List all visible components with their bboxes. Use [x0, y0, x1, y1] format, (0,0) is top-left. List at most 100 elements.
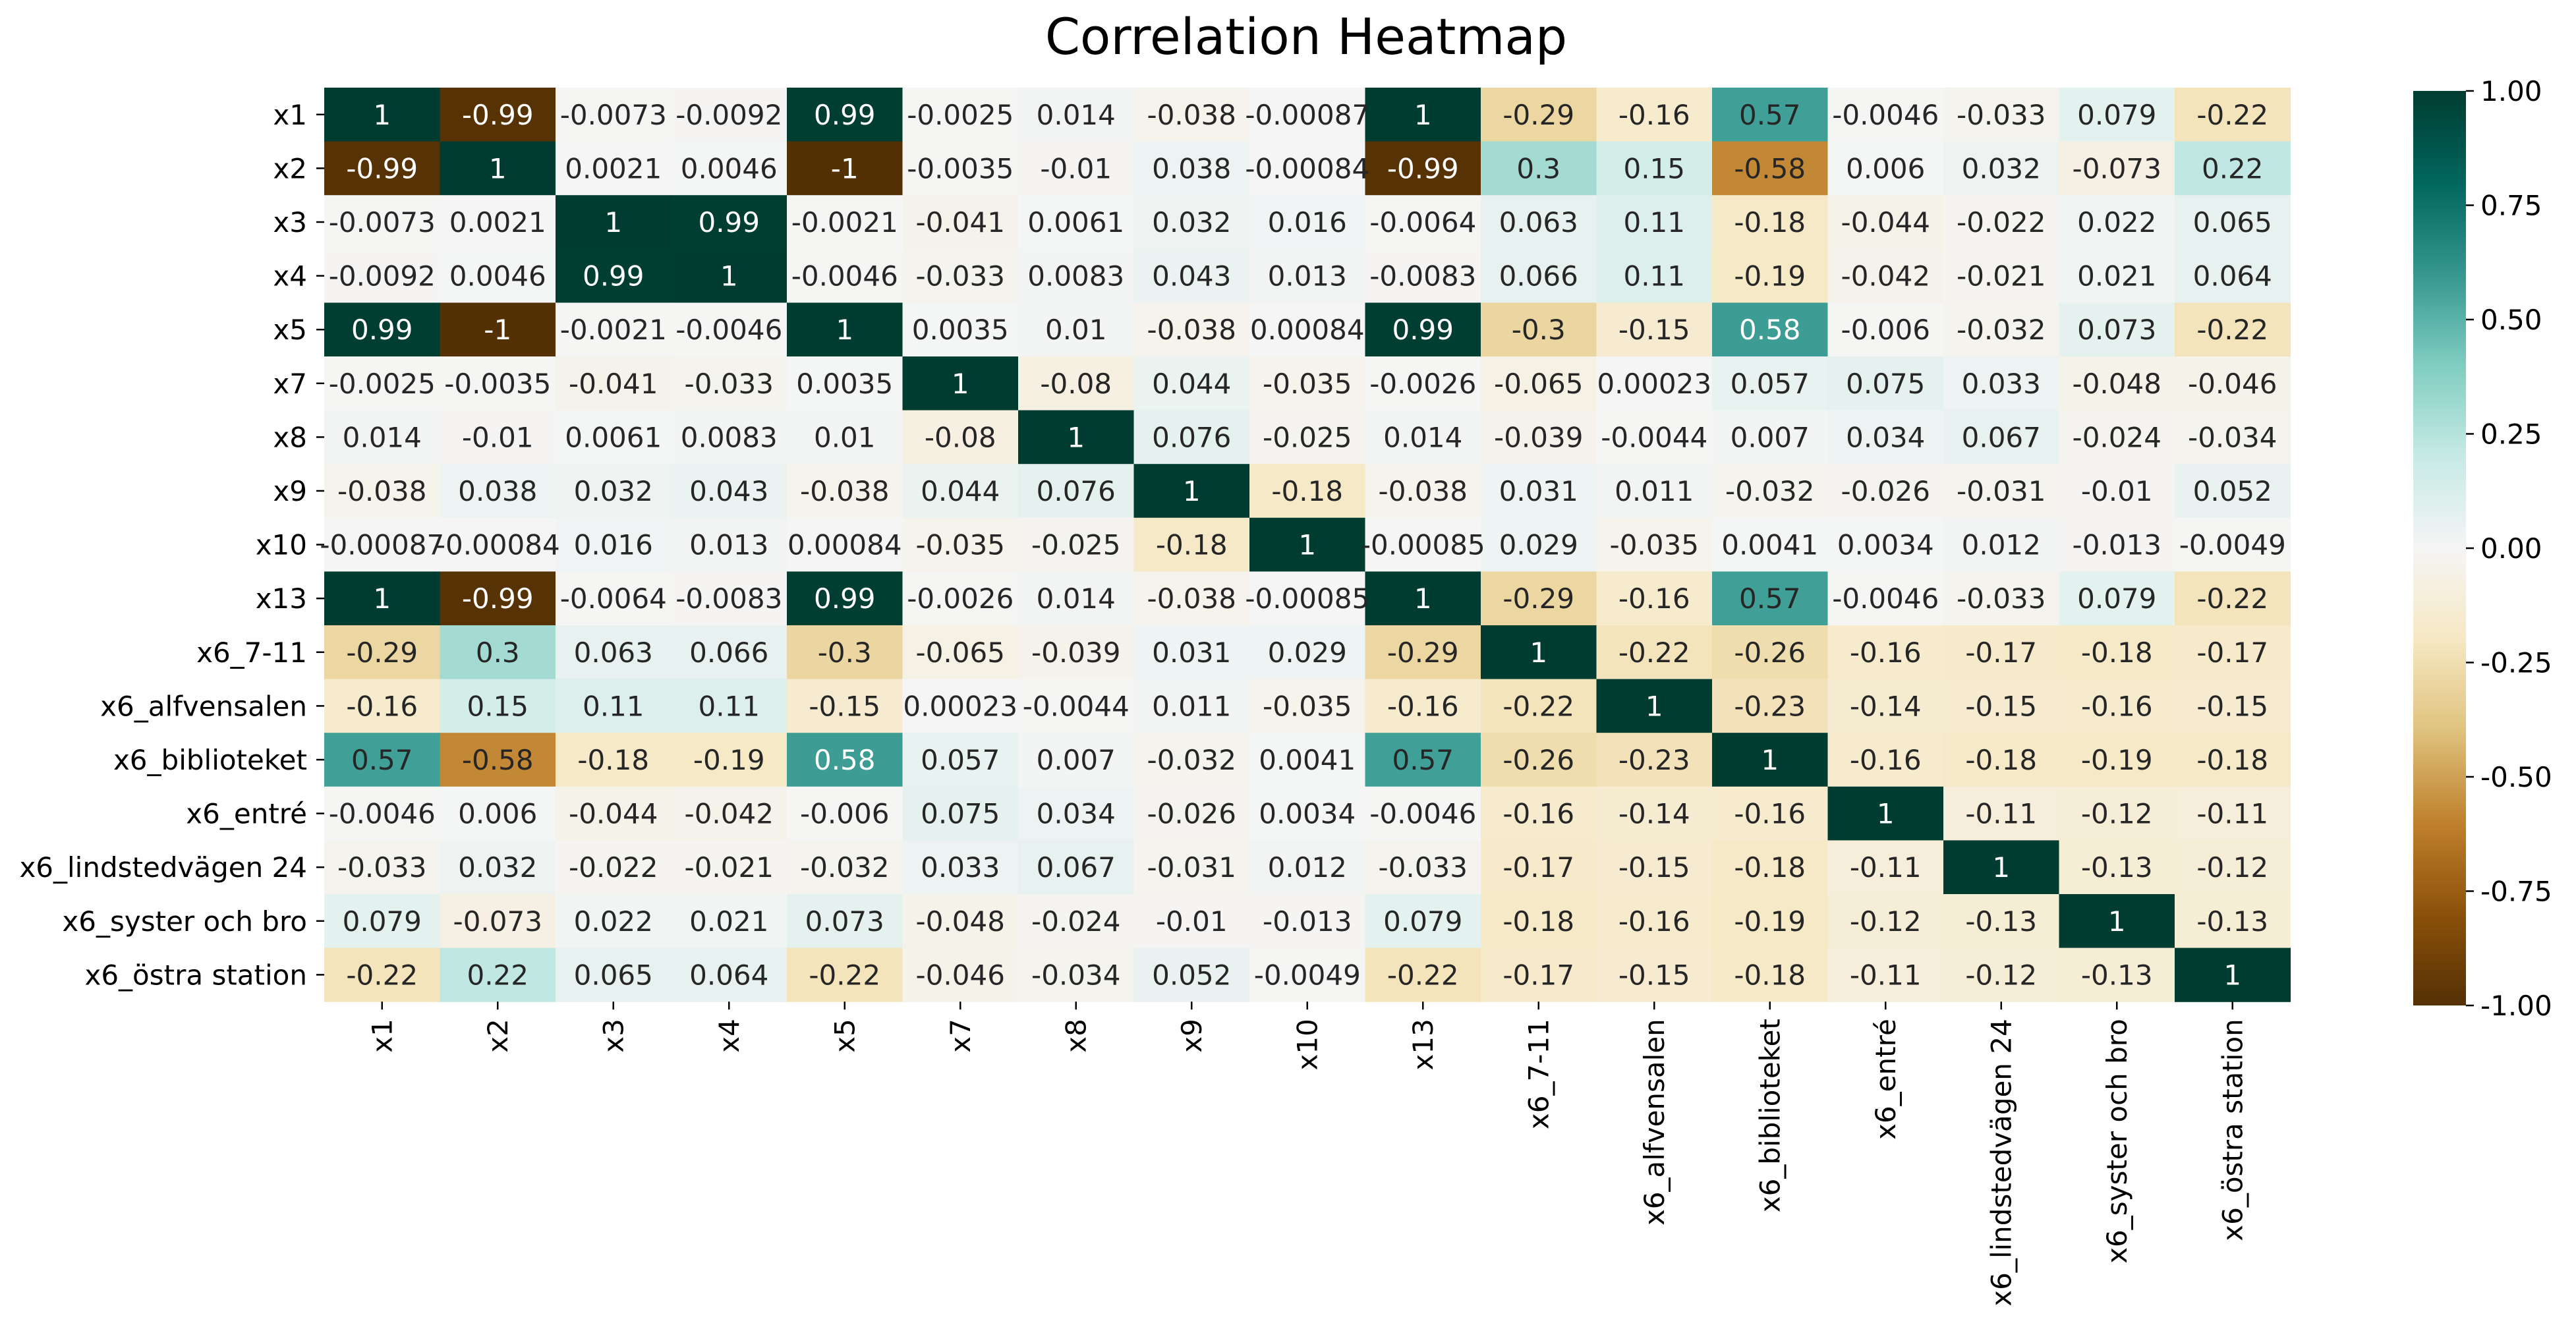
- heatmap-cell-label-r13-c16: -0.11: [2196, 798, 2268, 830]
- heatmap-cell-label-r9-c6: 0.014: [1037, 582, 1116, 615]
- heatmap-cell-label-r9-c0: 1: [373, 582, 391, 615]
- heatmap-cell-label-r4-c0: 0.99: [351, 314, 413, 346]
- heatmap-cell-label-r2-c16: 0.065: [2193, 206, 2272, 239]
- heatmap-cell-r13-c5: [902, 786, 1019, 841]
- heatmap-cell-label-r12-c12: 1: [1761, 744, 1779, 776]
- heatmap-cell-label-r4-c4: 1: [836, 314, 853, 346]
- heatmap-cell-r9-c2: [556, 571, 672, 626]
- heatmap-cell-r10-c14: [1943, 625, 2060, 680]
- heatmap-cell-r0-c14: [1943, 88, 2060, 142]
- heatmap-cell-r5-c2: [556, 356, 672, 411]
- heatmap-cell-r1-c9: [1365, 141, 1481, 196]
- heatmap-cell-label-r7-c14: -0.031: [1957, 475, 2046, 507]
- heatmap-cell-r13-c6: [1018, 786, 1135, 841]
- heatmap-cell-label-r16-c5: -0.046: [916, 959, 1005, 991]
- heatmap-cell-r16-c1: [440, 947, 556, 1002]
- heatmap-cell-label-r6-c1: -0.01: [462, 421, 534, 453]
- heatmap-cell-r9-c9: [1365, 571, 1481, 626]
- heatmap-cell-r0-c6: [1018, 88, 1135, 142]
- heatmap-cell-label-r0-c10: -0.29: [1503, 99, 1574, 131]
- heatmap-cell-r10-c9: [1365, 625, 1481, 680]
- heatmap-cell-r3-c15: [2059, 248, 2175, 303]
- heatmap-cell-r7-c14: [1943, 464, 2060, 519]
- heatmap-cell-labels: 1 -0.99 -0.0073 -0.0092 0.99 -0.0025 0.014 -0.0…: [320, 99, 2285, 992]
- heatmap-cell-r5-c11: [1596, 356, 1713, 411]
- heatmap-cell-label-r11-c6: -0.0044: [1023, 690, 1130, 722]
- heatmap-cell-label-r7-c3: 0.043: [689, 475, 768, 507]
- heatmap-cell-r5-c13: [1827, 356, 1944, 411]
- heatmap-cell-r16-c3: [671, 947, 787, 1002]
- heatmap-cell-r2-c5: [902, 195, 1019, 250]
- heatmap-cell-r15-c3: [671, 894, 787, 949]
- heatmap-cell-label-r11-c7: 0.011: [1152, 690, 1231, 722]
- heatmap-cell-label-r15-c14: -0.13: [1965, 905, 2037, 938]
- heatmap-cell-r11-c10: [1481, 679, 1597, 733]
- heatmap-cell-label-r6-c11: -0.0044: [1601, 421, 1707, 453]
- heatmap-cell-label-r2-c6: 0.0061: [1027, 206, 1124, 239]
- heatmap-cell-label-r7-c4: -0.038: [800, 475, 889, 507]
- heatmap-cell-r12-c10: [1481, 733, 1597, 787]
- heatmap-cell-label-r13-c0: -0.0046: [329, 798, 436, 830]
- heatmap-cell-label-r3-c5: -0.033: [916, 260, 1005, 293]
- heatmap-cell-r9-c11: [1596, 571, 1713, 626]
- heatmap-cell-label-r15-c4: 0.073: [805, 905, 884, 938]
- heatmap-cell-r13-c14: [1943, 786, 2060, 841]
- colorbar-tick-label-1: -0.75: [2480, 876, 2552, 908]
- heatmap-cell-r5-c4: [787, 356, 903, 411]
- colorbar-tick-label-2: -0.50: [2480, 761, 2552, 793]
- heatmap-cell-label-r11-c0: -0.16: [346, 690, 418, 722]
- heatmap-cell-label-r16-c13: -0.11: [1850, 959, 1922, 991]
- heatmap-cell-r2-c3: [671, 195, 787, 250]
- heatmap-cell-label-r1-c3: 0.0046: [681, 152, 778, 184]
- heatmap-cell-label-r0-c3: -0.0092: [675, 99, 782, 131]
- heatmap-cell-label-r12-c2: -0.18: [577, 744, 649, 776]
- heatmap-cell-r14-c11: [1596, 840, 1713, 895]
- heatmap-cell-r13-c2: [556, 786, 672, 841]
- colorbar-tick-label-0: -1.00: [2480, 990, 2552, 1022]
- heatmap-cell-label-r1-c1: 1: [489, 152, 507, 184]
- heatmap-cell-r2-c9: [1365, 195, 1481, 250]
- heatmap-cell-r4-c9: [1365, 302, 1481, 357]
- heatmap-cell-label-r8-c15: -0.013: [2073, 529, 2161, 561]
- heatmap-cell-r16-c15: [2059, 947, 2175, 1002]
- heatmap-cell-r2-c16: [2175, 195, 2291, 250]
- heatmap-cell-label-r4-c8: 0.00084: [1250, 314, 1365, 346]
- heatmap-cell-r5-c16: [2175, 356, 2291, 411]
- heatmap-cell-label-r16-c3: 0.064: [689, 959, 768, 991]
- heatmap-cell-r1-c12: [1712, 141, 1829, 196]
- heatmap-cell-label-r15-c13: -0.12: [1850, 905, 1922, 938]
- heatmap-cell-label-r5-c6: -0.08: [1040, 368, 1112, 400]
- heatmap-cell-label-r10-c5: -0.065: [916, 636, 1005, 669]
- heatmap-cell-label-r2-c13: -0.044: [1841, 206, 1930, 239]
- heatmap-cell-r0-c7: [1133, 88, 1250, 142]
- heatmap-cell-label-r14-c2: -0.022: [569, 851, 658, 884]
- heatmap-cell-r16-c12: [1712, 947, 1829, 1002]
- heatmap-cell-r15-c15: [2059, 894, 2175, 949]
- heatmap-cell-r14-c14: [1943, 840, 2060, 895]
- y-tick-label-15: x6_syster och bro: [62, 905, 307, 938]
- heatmap-cell-label-r4-c11: -0.15: [1618, 314, 1690, 346]
- heatmap-cell-r13-c0: [324, 786, 441, 841]
- heatmap-cell-label-r9-c3: -0.0083: [675, 582, 782, 615]
- heatmap-cell-label-r11-c9: -0.16: [1387, 690, 1459, 722]
- heatmap-cell-r2-c14: [1943, 195, 2060, 250]
- heatmap-cell-label-r8-c16: -0.0049: [2179, 529, 2286, 561]
- heatmap-cell-r10-c15: [2059, 625, 2175, 680]
- heatmap-cell-r4-c6: [1018, 302, 1135, 357]
- x-tick-label-14: x6_lindstedvägen 24: [1986, 1019, 2018, 1307]
- heatmap-cell-r9-c13: [1827, 571, 1944, 626]
- heatmap-cell-r15-c2: [556, 894, 672, 949]
- heatmap-cell-r10-c2: [556, 625, 672, 680]
- heatmap-cell-label-r10-c15: -0.18: [2081, 636, 2153, 669]
- heatmap-cell-r10-c6: [1018, 625, 1135, 680]
- heatmap-cell-label-r0-c2: -0.0073: [560, 99, 667, 131]
- heatmap-cell-label-r15-c12: -0.19: [1734, 905, 1806, 938]
- y-tick-label-14: x6_lindstedvägen 24: [19, 851, 307, 884]
- heatmap-cell-r12-c4: [787, 733, 903, 787]
- heatmap-cell-r12-c13: [1827, 733, 1944, 787]
- heatmap-cell-label-r1-c11: 0.15: [1623, 152, 1685, 184]
- heatmap-cell-r6-c11: [1596, 410, 1713, 465]
- heatmap-cell-r15-c4: [787, 894, 903, 949]
- heatmap-cell-r14-c8: [1249, 840, 1366, 895]
- x-tick-label-16: x6_östra station: [2217, 1019, 2249, 1241]
